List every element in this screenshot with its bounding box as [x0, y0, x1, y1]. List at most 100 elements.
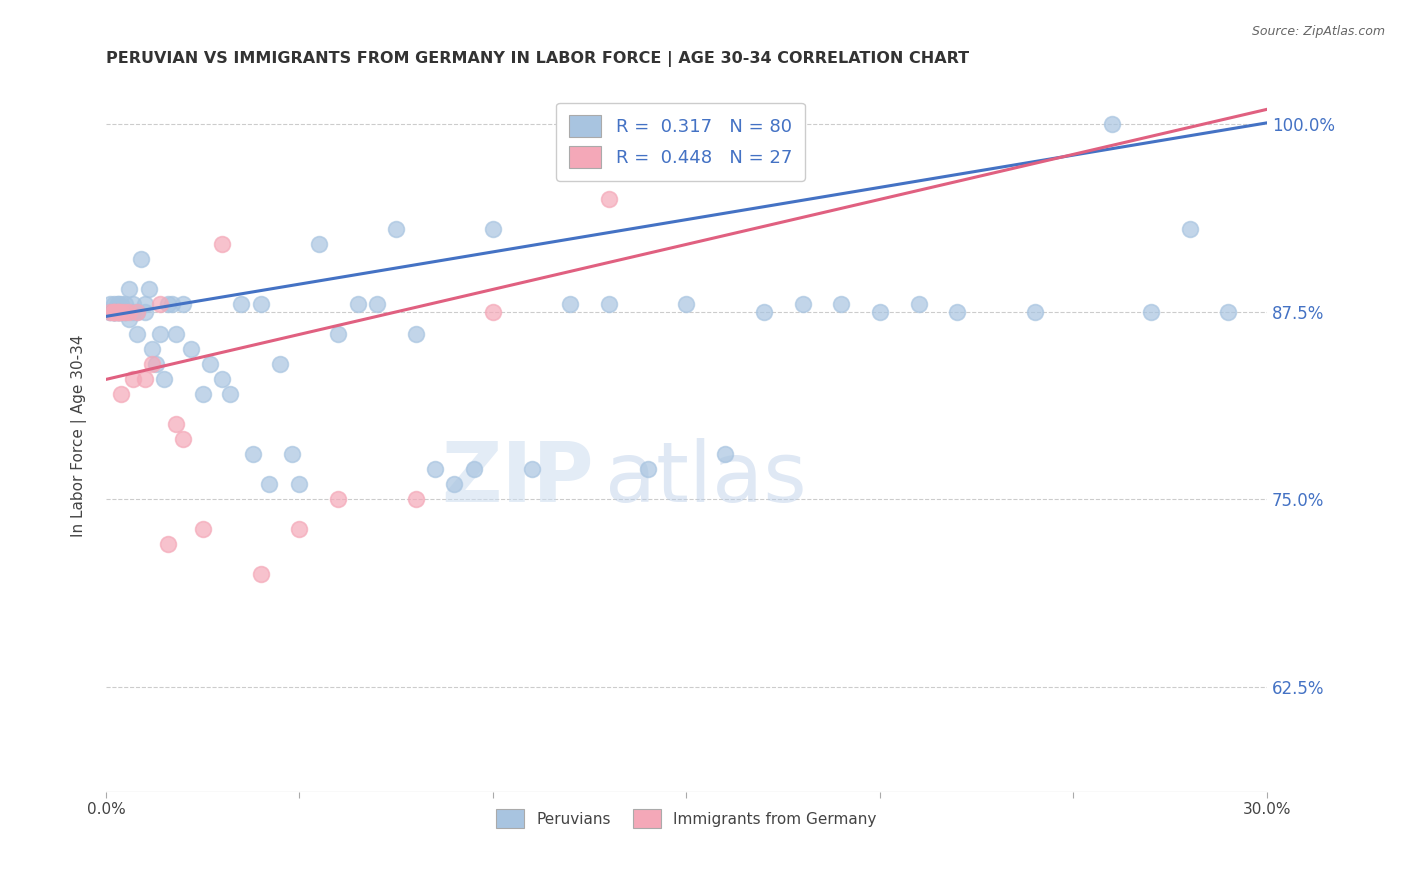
- Point: [308, 237, 330, 252]
- Point: [103, 305, 125, 319]
- Point: [103, 305, 125, 319]
- Point: [907, 297, 929, 311]
- Point: [103, 305, 125, 319]
- Point: [165, 417, 187, 432]
- Text: atlas: atlas: [605, 438, 807, 519]
- Point: [125, 305, 148, 319]
- Point: [752, 305, 775, 319]
- Point: [122, 372, 145, 386]
- Point: [103, 305, 125, 319]
- Legend: Peruvians, Immigrants from Germany: Peruvians, Immigrants from Germany: [491, 804, 883, 834]
- Point: [114, 305, 136, 319]
- Point: [328, 327, 350, 342]
- Point: [280, 447, 302, 461]
- Point: [129, 252, 152, 267]
- Point: [107, 305, 129, 319]
- Point: [366, 297, 388, 311]
- Point: [103, 305, 125, 319]
- Point: [125, 327, 148, 342]
- Point: [114, 305, 136, 319]
- Point: [156, 537, 179, 551]
- Point: [1178, 222, 1201, 236]
- Point: [405, 492, 427, 507]
- Point: [107, 305, 129, 319]
- Point: [110, 305, 132, 319]
- Point: [269, 358, 291, 372]
- Point: [125, 305, 148, 319]
- Point: [792, 297, 814, 311]
- Point: [1024, 305, 1046, 319]
- Y-axis label: In Labor Force | Age 30-34: In Labor Force | Age 30-34: [72, 334, 87, 537]
- Point: [191, 523, 214, 537]
- Point: [463, 462, 485, 476]
- Point: [118, 312, 141, 326]
- Point: [482, 222, 505, 236]
- Point: [257, 477, 280, 491]
- Point: [149, 327, 172, 342]
- Point: [1218, 305, 1240, 319]
- Point: [110, 305, 132, 319]
- Point: [637, 462, 659, 476]
- Point: [107, 297, 129, 311]
- Point: [114, 305, 136, 319]
- Point: [405, 327, 427, 342]
- Point: [107, 305, 129, 319]
- Point: [200, 358, 222, 372]
- Point: [107, 305, 129, 319]
- Point: [180, 343, 202, 357]
- Point: [1101, 117, 1123, 131]
- Point: [423, 462, 446, 476]
- Point: [122, 305, 145, 319]
- Point: [122, 297, 145, 311]
- Point: [946, 305, 969, 319]
- Point: [1139, 305, 1161, 319]
- Point: [107, 305, 129, 319]
- Point: [328, 492, 350, 507]
- Point: [482, 305, 505, 319]
- Point: [172, 297, 194, 311]
- Point: [98, 305, 121, 319]
- Point: [231, 297, 253, 311]
- Point: [134, 297, 156, 311]
- Point: [141, 358, 163, 372]
- Point: [107, 305, 129, 319]
- Point: [443, 477, 465, 491]
- Point: [191, 387, 214, 401]
- Point: [869, 305, 891, 319]
- Point: [110, 305, 132, 319]
- Point: [249, 297, 271, 311]
- Point: [346, 297, 368, 311]
- Point: [288, 477, 311, 491]
- Point: [385, 222, 408, 236]
- Point: [107, 297, 129, 311]
- Text: ZIP: ZIP: [441, 438, 593, 519]
- Point: [114, 297, 136, 311]
- Point: [165, 327, 187, 342]
- Point: [141, 343, 163, 357]
- Point: [145, 358, 167, 372]
- Point: [156, 297, 179, 311]
- Point: [288, 523, 311, 537]
- Point: [103, 305, 125, 319]
- Point: [714, 447, 737, 461]
- Point: [107, 305, 129, 319]
- Point: [249, 567, 271, 582]
- Point: [118, 305, 141, 319]
- Point: [218, 387, 240, 401]
- Point: [560, 297, 582, 311]
- Text: Source: ZipAtlas.com: Source: ZipAtlas.com: [1251, 25, 1385, 38]
- Point: [103, 305, 125, 319]
- Point: [134, 372, 156, 386]
- Point: [110, 305, 132, 319]
- Point: [153, 372, 176, 386]
- Point: [598, 297, 620, 311]
- Point: [103, 297, 125, 311]
- Point: [211, 372, 233, 386]
- Point: [103, 305, 125, 319]
- Point: [118, 282, 141, 296]
- Point: [675, 297, 697, 311]
- Point: [138, 282, 160, 296]
- Point: [98, 305, 121, 319]
- Point: [110, 297, 132, 311]
- Point: [103, 305, 125, 319]
